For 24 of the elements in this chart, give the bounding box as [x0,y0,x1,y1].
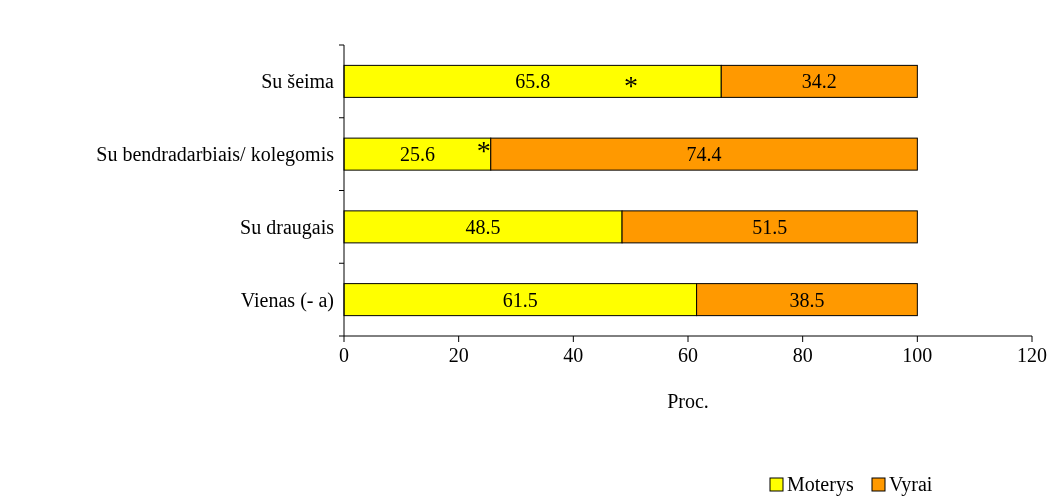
data-label: 38.5 [789,288,825,311]
x-axis-title: Proc. [667,390,709,412]
data-label: 74.4 [686,143,722,166]
x-tick-label: 60 [678,344,698,366]
x-tick-label: 100 [902,344,933,366]
legend-label: Vyrai [889,473,933,496]
x-tick-label: 80 [792,344,813,366]
data-label: 25.6 [399,143,435,166]
annotation: * [476,135,491,167]
legend-label: Moterys [787,473,854,496]
x-tick-label: 40 [563,344,584,366]
x-tick-label: 0 [339,344,349,366]
x-tick-label: 120 [1017,344,1047,366]
data-label: 51.5 [752,215,788,238]
y-tick-label: Su bendradarbiais/ kolegomis [96,143,335,167]
y-tick-label: Su draugais [240,215,335,239]
data-label: 65.8 [515,70,551,93]
data-label: 61.5 [502,288,538,311]
y-tick-label: Su šeima [261,70,335,93]
annotation: * [623,70,638,102]
data-label: 48.5 [465,215,501,238]
y-tick-label: Vienas (- a) [240,288,334,312]
data-label: 34.2 [801,70,837,93]
x-tick-label: 20 [448,344,469,366]
